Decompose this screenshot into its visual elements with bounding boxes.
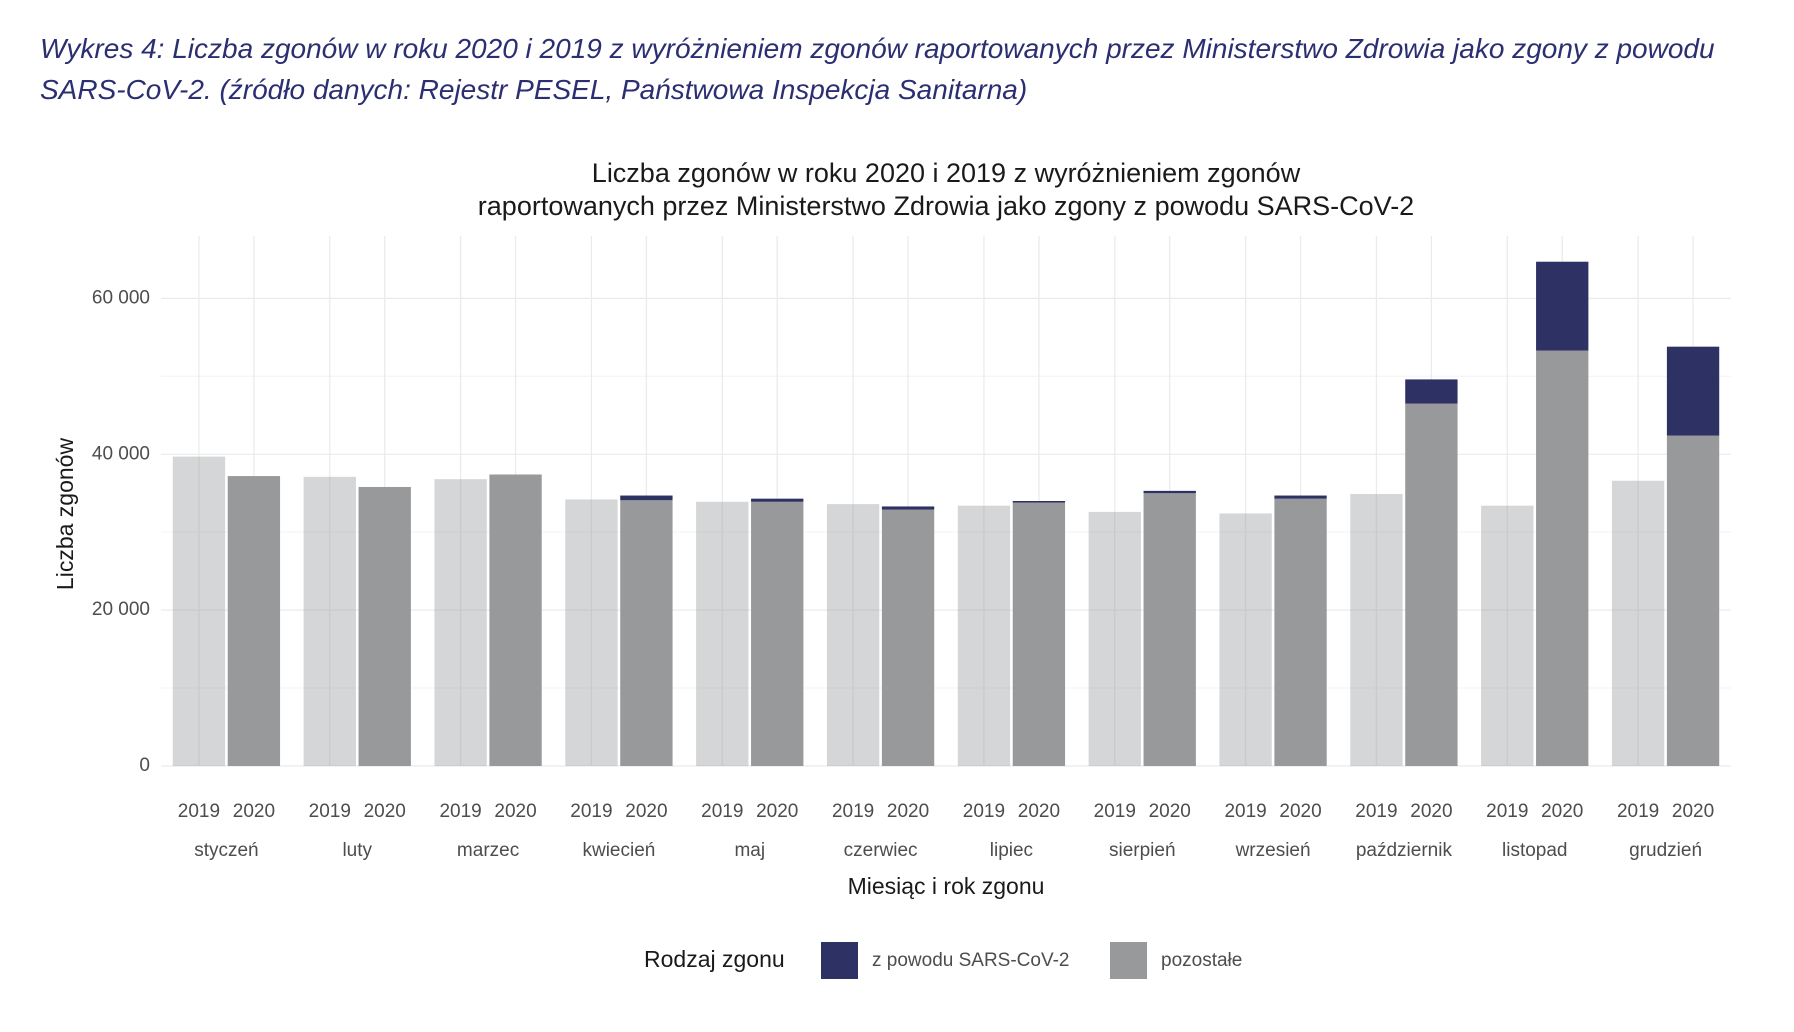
bar-segment bbox=[1143, 493, 1196, 766]
x-tick-label: styczeń bbox=[194, 840, 258, 861]
group-label: 2020 bbox=[887, 801, 929, 822]
group-label: 2019 bbox=[832, 801, 874, 822]
bar-segment bbox=[1536, 350, 1589, 766]
group-label: 2019 bbox=[439, 801, 481, 822]
bar-segment bbox=[565, 499, 618, 766]
bar-segment bbox=[489, 474, 542, 766]
group-label: 2019 bbox=[701, 801, 743, 822]
y-tick-label: 40 000 bbox=[92, 443, 150, 464]
x-tick-label: lipiec bbox=[990, 840, 1033, 861]
bar-segment bbox=[1012, 501, 1066, 503]
x-tick-label: czerwiec bbox=[844, 840, 918, 861]
x-tick-label: sierpień bbox=[1109, 840, 1176, 861]
bar-segment bbox=[1012, 502, 1066, 766]
x-tick-label: październik bbox=[1356, 840, 1453, 861]
x-tick-label: listopad bbox=[1502, 840, 1568, 861]
bar-segment bbox=[881, 509, 935, 766]
legend-label: z powodu SARS-CoV-2 bbox=[872, 950, 1070, 971]
bar-segment bbox=[751, 498, 804, 502]
y-tick-label: 20 000 bbox=[92, 599, 150, 620]
group-label: 2020 bbox=[233, 801, 275, 822]
bar-segment bbox=[1481, 505, 1534, 766]
group-label: 2019 bbox=[963, 801, 1005, 822]
bar-segment bbox=[1405, 379, 1458, 404]
bar-segment bbox=[1274, 495, 1327, 499]
x-tick-label: kwiecień bbox=[582, 840, 655, 861]
bar-segment bbox=[1666, 346, 1720, 436]
bar-segment bbox=[826, 504, 880, 766]
group-label: 2020 bbox=[494, 801, 536, 822]
bar-segment bbox=[881, 506, 935, 510]
x-axis-title: Miesiąc i rok zgonu bbox=[848, 873, 1045, 899]
legend-key bbox=[1110, 942, 1147, 979]
bar-segment bbox=[303, 476, 356, 766]
bar-segment bbox=[620, 495, 673, 501]
group-label: 2019 bbox=[178, 801, 220, 822]
legend-label: pozostałe bbox=[1161, 950, 1242, 971]
group-label: 2020 bbox=[1672, 801, 1714, 822]
bar-segment bbox=[1536, 261, 1589, 351]
group-label: 2019 bbox=[1094, 801, 1136, 822]
bar-segment bbox=[1274, 498, 1327, 766]
bar-segment bbox=[1219, 513, 1272, 766]
chart-title: Liczba zgonów w roku 2020 i 2019 z wyróż… bbox=[592, 158, 1301, 188]
bar-segment bbox=[172, 456, 226, 766]
bar-segment bbox=[434, 479, 487, 766]
bar-segment bbox=[1666, 435, 1720, 766]
x-tick-label: grudzień bbox=[1629, 840, 1702, 861]
x-tick-label: maj bbox=[734, 840, 765, 861]
bar-segment bbox=[1611, 480, 1665, 766]
group-label: 2019 bbox=[1617, 801, 1659, 822]
group-label: 2020 bbox=[1279, 801, 1321, 822]
bar-segment bbox=[358, 486, 411, 766]
group-label: 2019 bbox=[570, 801, 612, 822]
legend-key bbox=[821, 942, 858, 979]
group-label: 2020 bbox=[756, 801, 798, 822]
bar-segment bbox=[227, 476, 281, 766]
bar-segment bbox=[1143, 490, 1196, 494]
caption: Wykres 4: Liczba zgonów w roku 2020 i 20… bbox=[40, 33, 1715, 105]
group-label: 2019 bbox=[1486, 801, 1528, 822]
group-label: 2019 bbox=[309, 801, 351, 822]
bar-segment bbox=[1350, 493, 1403, 766]
x-tick-label: luty bbox=[342, 840, 372, 861]
group-label: 2020 bbox=[1149, 801, 1191, 822]
y-tick-label: 60 000 bbox=[92, 287, 150, 308]
y-axis-title: Liczba zgonów bbox=[52, 438, 78, 591]
bar-segment bbox=[751, 501, 804, 766]
legend-title: Rodzaj zgonu bbox=[644, 946, 785, 972]
group-label: 2020 bbox=[625, 801, 667, 822]
group-label: 2019 bbox=[1355, 801, 1397, 822]
bar-segment bbox=[620, 500, 673, 766]
bar-segment bbox=[696, 501, 749, 766]
group-label: 2020 bbox=[1541, 801, 1583, 822]
x-tick-label: marzec bbox=[457, 840, 519, 861]
group-label: 2020 bbox=[1410, 801, 1452, 822]
y-tick-label: 0 bbox=[139, 755, 150, 776]
bar-segment bbox=[1088, 511, 1141, 766]
group-label: 2020 bbox=[1018, 801, 1060, 822]
bar-segment bbox=[957, 505, 1011, 766]
bar-segment bbox=[1405, 403, 1458, 766]
x-tick-label: wrzesień bbox=[1235, 840, 1311, 861]
chart-title: raportowanych przez Ministerstwo Zdrowia… bbox=[478, 191, 1414, 221]
group-label: 2020 bbox=[364, 801, 406, 822]
group-label: 2019 bbox=[1224, 801, 1266, 822]
